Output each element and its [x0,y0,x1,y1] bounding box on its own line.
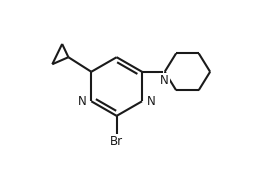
Text: Br: Br [110,135,123,148]
Text: N: N [78,95,87,108]
Text: N: N [160,74,169,87]
Text: N: N [147,95,155,108]
